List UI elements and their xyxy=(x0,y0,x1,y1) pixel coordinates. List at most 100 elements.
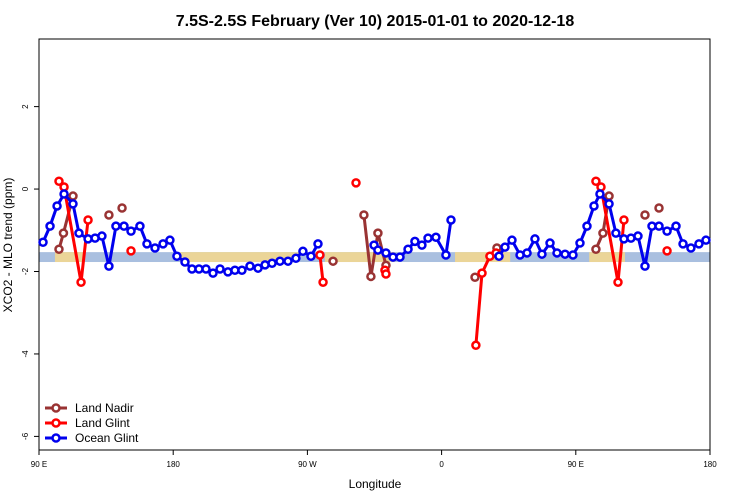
x-tick-label: 90 E xyxy=(568,460,584,469)
y-tick-label: -6 xyxy=(21,432,30,440)
series-point xyxy=(68,191,78,201)
series-point xyxy=(150,243,160,253)
series-point xyxy=(403,244,413,254)
series-point xyxy=(640,210,650,220)
series-point xyxy=(619,215,629,225)
series-point xyxy=(373,245,383,255)
series-point xyxy=(291,253,301,264)
y-tick-label: -2 xyxy=(21,267,30,275)
series-point xyxy=(172,251,182,261)
series-point xyxy=(38,237,48,247)
x-tick-label: 0 xyxy=(439,460,444,469)
series-point xyxy=(52,201,62,211)
series-point xyxy=(654,221,664,231)
series-point xyxy=(237,265,247,276)
series-point xyxy=(671,221,681,231)
series-point xyxy=(604,191,614,201)
series-point xyxy=(215,264,225,274)
highlight-span xyxy=(589,252,626,263)
series-point xyxy=(575,238,585,248)
series-point xyxy=(591,244,601,254)
series-point xyxy=(59,189,69,199)
series-point xyxy=(441,250,451,260)
series-point xyxy=(76,277,86,287)
series-point xyxy=(522,248,532,258)
series-point xyxy=(126,246,136,256)
series-point xyxy=(494,251,504,261)
legend-marker xyxy=(51,433,61,443)
series-point xyxy=(395,252,405,262)
series-point xyxy=(54,244,64,254)
series-point xyxy=(298,246,308,257)
series-point xyxy=(135,221,145,231)
series-point xyxy=(180,257,190,267)
series-point xyxy=(328,256,338,266)
series-point xyxy=(613,277,623,287)
series-point xyxy=(410,236,420,247)
series-point xyxy=(315,250,325,260)
highlight-span xyxy=(324,252,395,263)
series-point xyxy=(283,256,293,266)
legend-label: Land Nadir xyxy=(75,401,134,415)
series-point xyxy=(381,269,391,279)
series-point xyxy=(470,272,480,283)
series-point xyxy=(654,203,664,213)
series-point xyxy=(678,239,688,249)
series-point xyxy=(568,250,578,260)
highlight-span xyxy=(54,252,85,263)
legend-label: Land Glint xyxy=(75,416,130,430)
legend-marker xyxy=(51,403,61,413)
series-point xyxy=(417,240,427,250)
x-tick-label: 180 xyxy=(703,460,717,469)
series-point xyxy=(507,235,517,245)
series-point xyxy=(165,235,175,245)
series-point xyxy=(208,268,218,278)
series-point xyxy=(126,226,136,236)
series-point xyxy=(611,228,621,238)
series-point xyxy=(68,199,78,209)
series-point xyxy=(662,226,672,236)
series-point xyxy=(97,231,107,241)
series-point xyxy=(267,258,277,269)
x-axis-label: Longitude xyxy=(349,477,402,491)
x-tick-label: 90 E xyxy=(31,460,47,469)
series-point xyxy=(423,233,433,243)
series-point xyxy=(701,235,711,245)
series-point xyxy=(500,242,510,252)
series-point xyxy=(351,178,361,188)
series-point xyxy=(431,232,441,243)
series-point xyxy=(373,228,383,238)
series-point xyxy=(54,176,64,186)
series-point xyxy=(471,340,481,351)
series-point xyxy=(142,239,152,249)
series-point xyxy=(119,221,129,231)
series-point xyxy=(253,263,263,273)
series-point xyxy=(662,246,672,256)
y-tick-label: 2 xyxy=(21,104,30,109)
series-point xyxy=(313,239,323,249)
series-point xyxy=(633,231,643,241)
x-tick-label: 90 W xyxy=(298,460,317,469)
x-tick-label: 180 xyxy=(167,460,181,469)
series-point xyxy=(158,239,168,249)
series-point xyxy=(245,261,255,271)
series-point xyxy=(545,238,555,248)
y-tick-label: 0 xyxy=(21,186,30,191)
series-point xyxy=(552,248,562,258)
series-point xyxy=(306,251,316,261)
y-axis-label: XCO2 - MLO trend (ppm) xyxy=(1,178,15,313)
series-point xyxy=(694,239,704,249)
series-point xyxy=(117,203,127,213)
series-point xyxy=(604,199,614,209)
series-point xyxy=(104,210,114,220)
highlight-span xyxy=(180,252,300,263)
legend-label: Ocean Glint xyxy=(75,431,139,445)
highlight-span xyxy=(455,252,511,263)
series-point xyxy=(58,228,69,238)
y-tick-label: -4 xyxy=(21,350,30,358)
series-point xyxy=(201,264,211,274)
series-point xyxy=(582,221,592,231)
series-point xyxy=(381,248,391,258)
series-point xyxy=(359,210,369,220)
